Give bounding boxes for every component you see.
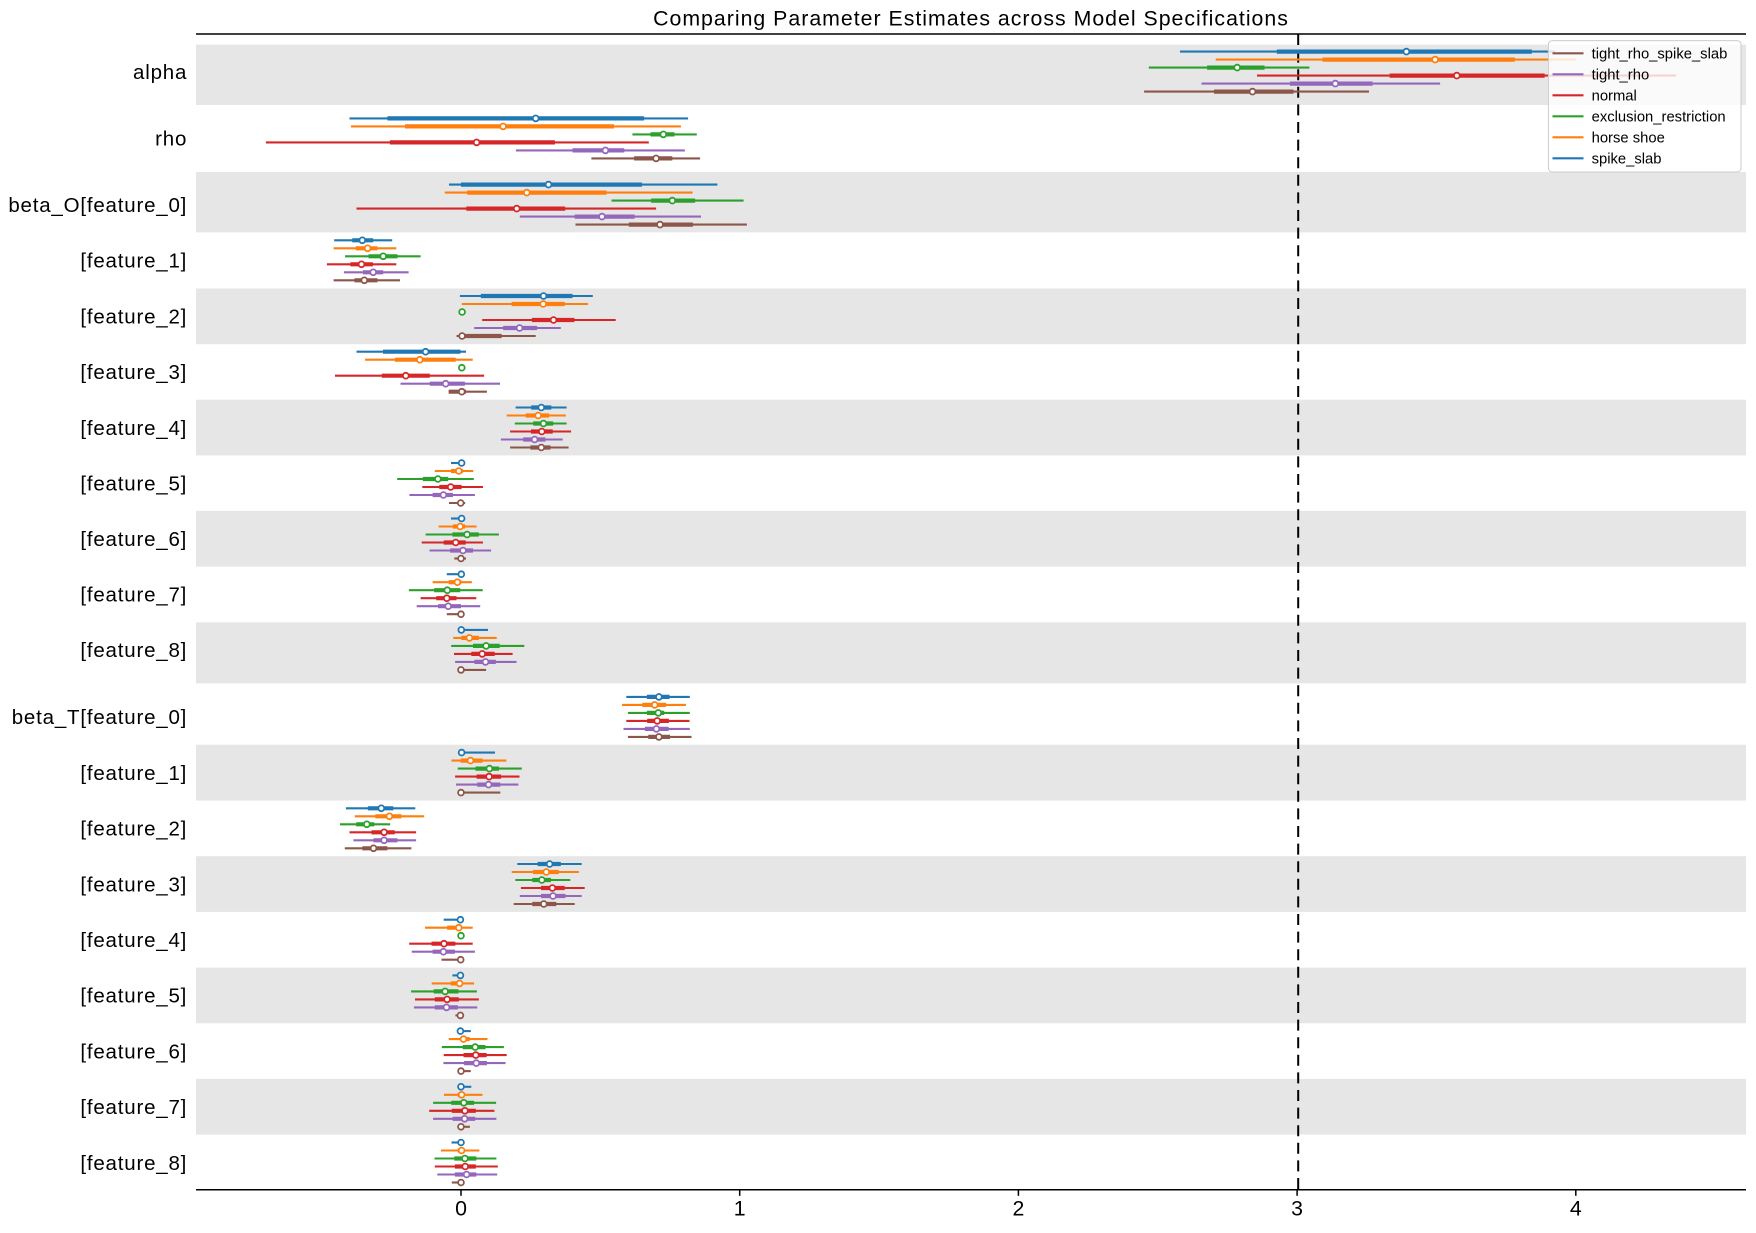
svg-text:normal: normal [1592, 88, 1637, 104]
svg-text:[feature_1]: [feature_1] [80, 762, 187, 785]
svg-text:3: 3 [1291, 1196, 1303, 1220]
svg-text:[feature_4]: [feature_4] [80, 929, 187, 952]
svg-text:tight_rho: tight_rho [1592, 67, 1650, 83]
svg-text:[feature_7]: [feature_7] [80, 1096, 187, 1119]
svg-text:tight_rho_spike_slab: tight_rho_spike_slab [1592, 46, 1728, 62]
svg-text:[feature_6]: [feature_6] [80, 1040, 187, 1063]
svg-text:[feature_4]: [feature_4] [80, 417, 187, 440]
svg-text:beta_T[feature_0]: beta_T[feature_0] [12, 706, 187, 729]
svg-text:horse shoe: horse shoe [1592, 130, 1665, 146]
svg-text:4: 4 [1570, 1196, 1582, 1220]
svg-text:[feature_3]: [feature_3] [80, 361, 187, 384]
svg-text:[feature_2]: [feature_2] [80, 305, 187, 328]
svg-text:[feature_5]: [feature_5] [80, 472, 187, 495]
svg-text:[feature_5]: [feature_5] [80, 985, 187, 1008]
svg-text:Comparing Parameter Estimates: Comparing Parameter Estimates across Mod… [653, 7, 1289, 31]
svg-text:beta_O[feature_0]: beta_O[feature_0] [8, 194, 187, 217]
svg-text:0: 0 [455, 1196, 467, 1220]
svg-text:[feature_7]: [feature_7] [80, 584, 187, 607]
svg-text:spike_slab: spike_slab [1592, 151, 1662, 167]
svg-text:[feature_2]: [feature_2] [80, 818, 187, 841]
svg-text:1: 1 [734, 1196, 746, 1220]
svg-text:rho: rho [155, 128, 187, 151]
svg-text:exclusion_restriction: exclusion_restriction [1592, 109, 1726, 125]
svg-text:[feature_6]: [feature_6] [80, 528, 187, 551]
svg-text:[feature_1]: [feature_1] [80, 250, 187, 273]
svg-text:2: 2 [1012, 1196, 1024, 1220]
svg-text:[feature_8]: [feature_8] [80, 1152, 187, 1175]
svg-text:[feature_3]: [feature_3] [80, 873, 187, 896]
svg-text:alpha: alpha [133, 61, 187, 84]
svg-text:[feature_8]: [feature_8] [80, 639, 187, 662]
